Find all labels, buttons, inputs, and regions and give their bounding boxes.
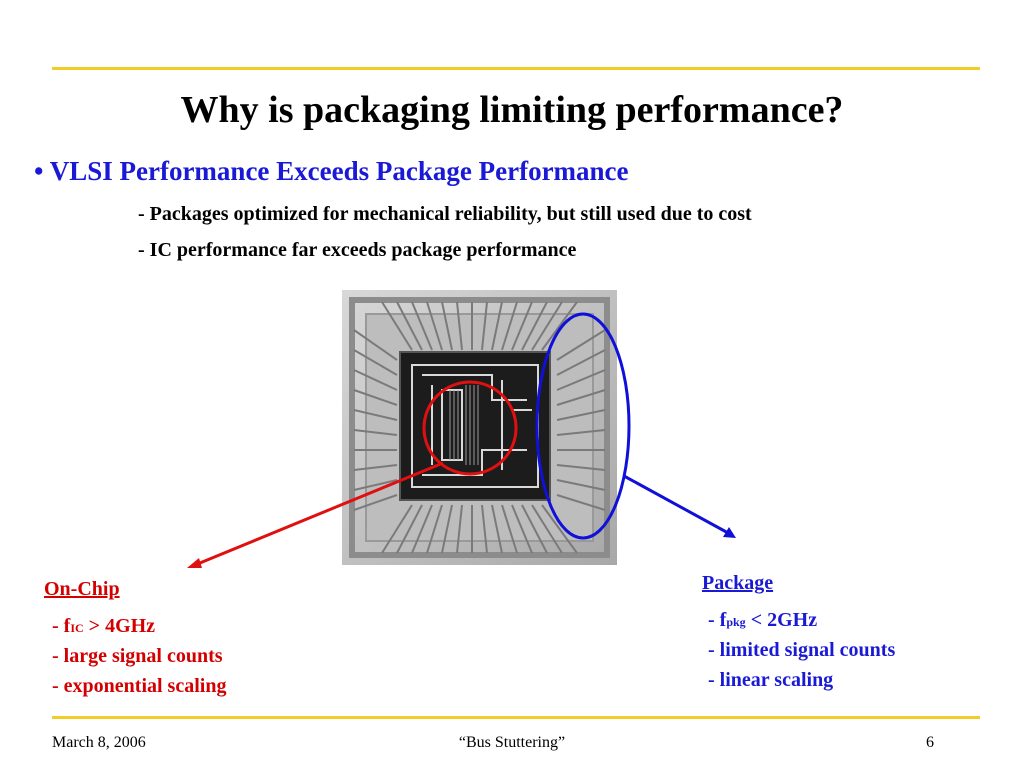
chip-die-photo <box>342 290 617 565</box>
package-arrowhead <box>723 527 736 538</box>
on-chip-arrowhead <box>187 558 202 568</box>
footer-page-number: 6 <box>926 734 934 751</box>
slide-title: Why is packaging limiting performance? <box>180 89 844 131</box>
package-frequency-subscript: pkg <box>726 615 746 629</box>
package-scaling: - linear scaling <box>708 669 834 691</box>
chip-die-drawing <box>342 290 617 565</box>
on-chip-signal-counts: - large signal counts <box>52 645 223 667</box>
package-frequency-value: < 2GHz <box>745 609 818 631</box>
subpoint-ic-performance: - IC performance far exceeds package per… <box>138 239 577 261</box>
top-divider <box>52 67 980 70</box>
subpoint-mechanical: - Packages optimized for mechanical reli… <box>138 203 752 225</box>
footer-talk-title: “Bus Stuttering” <box>458 734 566 751</box>
on-chip-frequency: - fIC > 4GHz <box>52 614 155 640</box>
on-chip-frequency-prefix: - f <box>52 615 71 637</box>
package-heading: Package <box>702 572 774 594</box>
package-frequency-prefix: - f <box>708 609 727 631</box>
on-chip-frequency-value: > 4GHz <box>83 615 156 637</box>
main-bullet: • VLSI Performance Exceeds Package Perfo… <box>34 156 629 186</box>
on-chip-frequency-subscript: IC <box>70 621 84 635</box>
package-arrow <box>623 474 731 536</box>
on-chip-heading: On-Chip <box>44 578 120 600</box>
bottom-divider <box>52 716 980 719</box>
on-chip-scaling: - exponential scaling <box>52 675 227 697</box>
package-frequency: - fpkg < 2GHz <box>708 608 817 634</box>
footer-date: March 8, 2006 <box>52 734 146 751</box>
package-signal-counts: - limited signal counts <box>708 639 896 661</box>
